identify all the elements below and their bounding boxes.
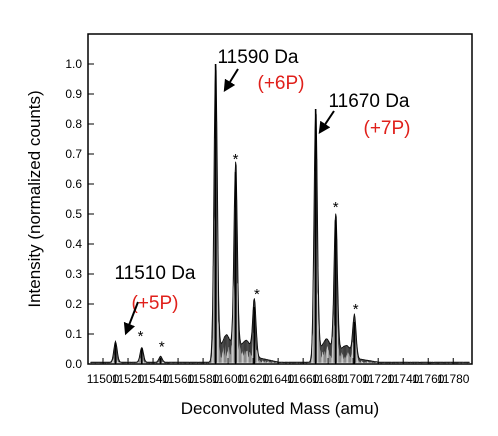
- x-tick-label: 11660: [287, 372, 320, 386]
- x-tick-label: 11500: [87, 372, 120, 386]
- asterisk-marker: *: [159, 339, 165, 356]
- y-tick-label: 0.8: [65, 117, 82, 131]
- y-axis-label: Intensity (normalized counts): [25, 90, 44, 307]
- y-tick-label: 0.0: [65, 357, 82, 371]
- axis-ticks: 1150011520115401156011580116001162011640…: [65, 57, 469, 386]
- asterisk-marker: *: [333, 199, 339, 216]
- asterisk-marker: *: [233, 151, 239, 168]
- x-tick-label: 11680: [312, 372, 345, 386]
- spectrum-envelope: [90, 64, 470, 364]
- asterisk-marker: *: [138, 328, 144, 345]
- y-tick-label: 0.6: [65, 177, 82, 191]
- x-tick-label: 11540: [137, 372, 170, 386]
- y-tick-label: 0.9: [65, 87, 82, 101]
- peak-mass-label: 11670 Da: [329, 91, 410, 112]
- asterisk-marker: *: [254, 286, 260, 303]
- peak-mass-label: 11590 Da: [218, 47, 299, 68]
- y-tick-label: 0.5: [65, 207, 82, 221]
- peak-modification-label: (+5P): [132, 293, 179, 314]
- plot-area: [90, 64, 470, 364]
- x-tick-label: 11600: [212, 372, 245, 386]
- x-tick-label: 11580: [187, 372, 220, 386]
- peak-arrow: [123, 301, 139, 336]
- y-tick-label: 0.1: [65, 327, 82, 341]
- asterisk-marker: *: [353, 301, 359, 318]
- annotations: 11510 Da (+5P) 11590 Da (+6P) 11670 Da (+7P) *…: [115, 47, 411, 356]
- spectrum-trace: [90, 64, 470, 363]
- y-tick-label: 0.3: [65, 267, 82, 281]
- x-tick-label: 11760: [412, 372, 445, 386]
- peak-arrow: [223, 68, 239, 93]
- peak-modification-label: (+6P): [258, 73, 305, 94]
- x-tick-label: 11720: [362, 372, 395, 386]
- y-tick-label: 1.0: [65, 57, 82, 71]
- peak-arrow: [318, 110, 335, 134]
- x-tick-label: 11700: [337, 372, 370, 386]
- y-tick-label: 0.4: [65, 237, 82, 251]
- peak-mass-label: 11510 Da: [115, 263, 196, 284]
- peak-modification-label: (+7P): [364, 118, 411, 139]
- x-tick-label: 11560: [162, 372, 195, 386]
- x-tick-label: 11520: [112, 372, 145, 386]
- x-tick-label: 11740: [387, 372, 420, 386]
- x-axis-label: Deconvoluted Mass (amu): [181, 399, 379, 418]
- x-tick-label: 11620: [237, 372, 270, 386]
- y-tick-label: 0.2: [65, 297, 82, 311]
- plot-frame: [87, 33, 473, 365]
- x-tick-label: 11640: [262, 372, 295, 386]
- y-tick-label: 0.7: [65, 147, 82, 161]
- x-tick-label: 11780: [437, 372, 470, 386]
